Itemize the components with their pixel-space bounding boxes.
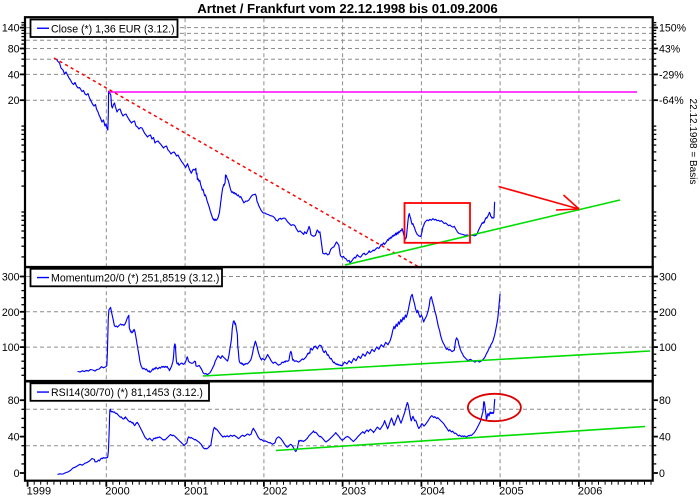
svg-text:300: 300 <box>659 272 677 284</box>
svg-text:40: 40 <box>8 69 20 81</box>
svg-text:200: 200 <box>2 307 20 319</box>
svg-text:2000: 2000 <box>105 486 129 498</box>
svg-text:200: 200 <box>659 307 677 319</box>
svg-text:100: 100 <box>659 342 677 354</box>
svg-text:0: 0 <box>659 468 665 480</box>
svg-text:2002: 2002 <box>263 486 287 498</box>
svg-text:2003: 2003 <box>342 486 366 498</box>
svg-text:RSI14(30/70) (*) 81,1453 (3.12: RSI14(30/70) (*) 81,1453 (3.12.) <box>51 387 203 399</box>
svg-text:2001: 2001 <box>184 486 208 498</box>
svg-text:Close (*) 1,36 EUR (3.12.): Close (*) 1,36 EUR (3.12.) <box>51 23 175 35</box>
svg-text:2005: 2005 <box>499 486 523 498</box>
svg-text:1999: 1999 <box>27 486 51 498</box>
svg-text:-29%: -29% <box>659 69 684 81</box>
svg-text:20: 20 <box>8 95 20 107</box>
svg-text:40: 40 <box>8 432 20 444</box>
svg-text:2006: 2006 <box>578 486 602 498</box>
svg-text:Artnet / Frankfurt vom 22.12.1: Artnet / Frankfurt vom 22.12.1998 bis 01… <box>197 1 498 16</box>
svg-text:Momentum20/0 (*) 251,8519 (3.1: Momentum20/0 (*) 251,8519 (3.12.) <box>51 273 219 285</box>
svg-text:300: 300 <box>2 272 20 284</box>
svg-text:22.12.1998 = Basis: 22.12.1998 = Basis <box>687 99 698 185</box>
svg-text:80: 80 <box>8 395 20 407</box>
svg-text:150%: 150% <box>659 23 687 35</box>
svg-text:40: 40 <box>659 432 671 444</box>
svg-text:80: 80 <box>8 44 20 56</box>
svg-text:100: 100 <box>2 342 20 354</box>
svg-text:80: 80 <box>659 395 671 407</box>
svg-text:2004: 2004 <box>420 486 444 498</box>
svg-text:140: 140 <box>2 23 20 35</box>
svg-text:43%: 43% <box>659 44 681 56</box>
svg-text:-64%: -64% <box>659 95 684 107</box>
svg-text:0: 0 <box>14 468 20 480</box>
